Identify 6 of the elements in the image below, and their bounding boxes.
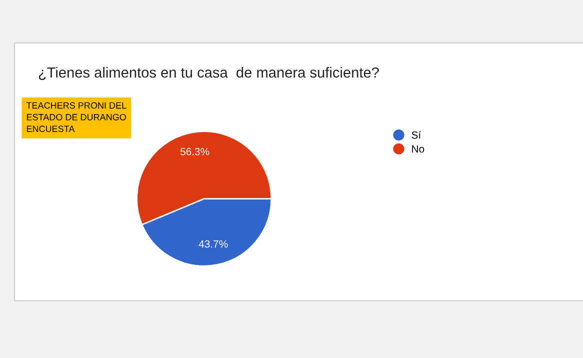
data-label: 56.3%	[180, 148, 210, 156]
chart-title: ¿Tienes alimentos en tu casa de manera suficiente?	[38, 66, 379, 80]
legend-label: No	[412, 145, 424, 153]
text: TEACHERS PRONI DEL ESTADO DE DURANGO ENCUESTA	[26, 102, 126, 132]
legend-label: Sí	[412, 130, 422, 139]
data-label: 43.7%	[198, 240, 228, 248]
